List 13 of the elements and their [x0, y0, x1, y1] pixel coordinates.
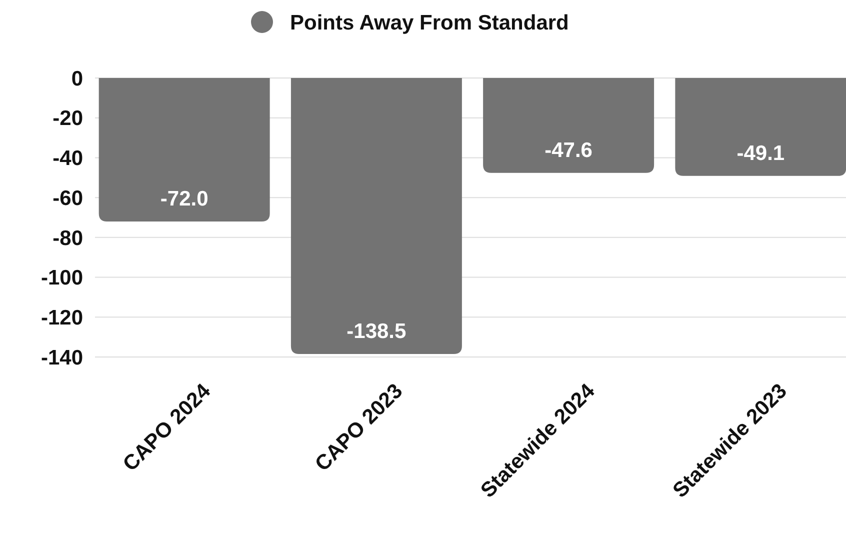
y-tick-label: -40 [52, 147, 83, 170]
y-tick-label: -120 [40, 306, 83, 330]
data-label: -47.6 [544, 138, 592, 162]
data-label: -138.5 [346, 320, 407, 344]
data-label: -72.0 [160, 187, 208, 210]
y-tick-label: -100 [40, 266, 83, 290]
y-tick-label: -60 [52, 186, 83, 210]
y-tick-label: 0 [71, 67, 83, 90]
y-tick-label: -140 [40, 346, 83, 370]
data-label: -49.1 [736, 142, 785, 165]
legend-label: Points Away From Standard [290, 11, 569, 34]
y-tick-label: -80 [52, 226, 83, 250]
y-tick-label: -20 [52, 107, 83, 130]
